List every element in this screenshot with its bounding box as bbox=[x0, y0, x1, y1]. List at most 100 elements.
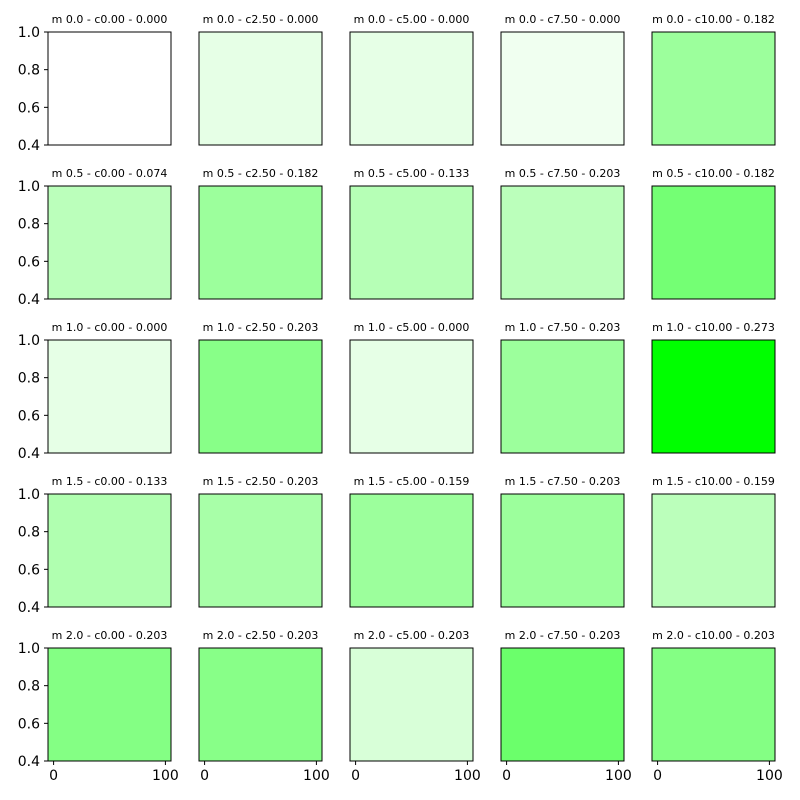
panel-cell bbox=[349, 339, 474, 454]
panel-title: m 1.0 - c7.50 - 0.203 bbox=[505, 321, 621, 334]
panel-title: m 0.0 - c5.00 - 0.000 bbox=[354, 13, 470, 26]
panel-title: m 1.0 - c10.00 - 0.273 bbox=[652, 321, 775, 334]
panel-cell bbox=[198, 493, 323, 608]
panel: m 1.0 - c5.00 - 0.000 bbox=[349, 321, 474, 454]
panel: m 2.0 - c10.00 - 0.203 0 100 bbox=[651, 629, 783, 784]
y-tick-label: 0.4 bbox=[18, 754, 40, 770]
y-tick-label: 0.4 bbox=[18, 292, 40, 308]
panel-title: m 0.5 - c5.00 - 0.133 bbox=[354, 167, 470, 180]
panel-cell bbox=[47, 647, 172, 762]
panel-title: m 1.0 - c2.50 - 0.203 bbox=[203, 321, 319, 334]
y-tick-label: 0.4 bbox=[18, 138, 40, 154]
panel: m 2.0 - c0.00 - 0.203 1.0 0.8 0.6 0.4 0 100 bbox=[18, 629, 179, 784]
y-tick-label: 0.8 bbox=[18, 63, 40, 79]
panel-title: m 1.5 - c5.00 - 0.159 bbox=[354, 475, 470, 488]
x-tick-label: 0 bbox=[200, 768, 209, 784]
panel: m 0.0 - c5.00 - 0.000 bbox=[349, 13, 474, 146]
panel-title: m 1.0 - c5.00 - 0.000 bbox=[354, 321, 470, 334]
panel: m 2.0 - c5.00 - 0.203 0 100 bbox=[349, 629, 481, 784]
panel: m 0.5 - c5.00 - 0.133 bbox=[349, 167, 474, 300]
panel-title: m 0.0 - c0.00 - 0.000 bbox=[52, 13, 168, 26]
panel: m 0.5 - c7.50 - 0.203 bbox=[500, 167, 625, 300]
x-tick-label: 0 bbox=[653, 768, 662, 784]
panel: m 1.0 - c7.50 - 0.203 bbox=[500, 321, 625, 454]
panel: m 1.5 - c0.00 - 0.133 1.0 0.8 0.6 0.4 bbox=[18, 475, 172, 616]
panel-cell bbox=[349, 647, 474, 762]
y-tick-label: 1.0 bbox=[18, 641, 40, 657]
panel-cell bbox=[651, 31, 776, 146]
y-tick-label: 0.6 bbox=[18, 100, 40, 116]
panel-cell bbox=[198, 339, 323, 454]
y-tick-label: 0.4 bbox=[18, 446, 40, 462]
panel: m 0.0 - c7.50 - 0.000 bbox=[500, 13, 625, 146]
panel-cell bbox=[651, 185, 776, 300]
panel: m 1.5 - c10.00 - 0.159 bbox=[651, 475, 776, 608]
panel-title: m 1.5 - c7.50 - 0.203 bbox=[505, 475, 621, 488]
y-tick-label: 1.0 bbox=[18, 333, 40, 349]
panel: m 1.0 - c0.00 - 0.000 1.0 0.8 0.6 0.4 bbox=[18, 321, 172, 462]
panel: m 0.5 - c10.00 - 0.182 bbox=[651, 167, 776, 300]
panel-title: m 2.0 - c0.00 - 0.203 bbox=[52, 629, 168, 642]
panel-cell bbox=[500, 647, 625, 762]
panel-cell bbox=[198, 185, 323, 300]
panel-cell bbox=[349, 185, 474, 300]
panel: m 1.5 - c2.50 - 0.203 bbox=[198, 475, 323, 608]
y-tick-label: 0.8 bbox=[18, 217, 40, 233]
panel-cell bbox=[47, 185, 172, 300]
panel-title: m 0.0 - c2.50 - 0.000 bbox=[203, 13, 319, 26]
panel-title: m 1.5 - c2.50 - 0.203 bbox=[203, 475, 319, 488]
panel-cell bbox=[47, 493, 172, 608]
panel-cell bbox=[349, 493, 474, 608]
x-tick-label: 0 bbox=[502, 768, 511, 784]
y-tick-label: 0.8 bbox=[18, 371, 40, 387]
x-tick-label: 100 bbox=[303, 768, 330, 784]
panel-cell bbox=[651, 493, 776, 608]
panel-title: m 0.5 - c2.50 - 0.182 bbox=[203, 167, 319, 180]
x-tick-label: 100 bbox=[454, 768, 481, 784]
panel-title: m 2.0 - c5.00 - 0.203 bbox=[354, 629, 470, 642]
panel: m 0.0 - c2.50 - 0.000 bbox=[198, 13, 323, 146]
panel: m 0.5 - c2.50 - 0.182 bbox=[198, 167, 323, 300]
y-tick-label: 1.0 bbox=[18, 487, 40, 503]
panel-cell bbox=[47, 31, 172, 146]
x-tick-label: 0 bbox=[351, 768, 360, 784]
y-tick-label: 0.6 bbox=[18, 562, 40, 578]
panel-cell bbox=[500, 31, 625, 146]
panel-title: m 0.5 - c7.50 - 0.203 bbox=[505, 167, 621, 180]
panel-title: m 2.0 - c7.50 - 0.203 bbox=[505, 629, 621, 642]
y-tick-label: 0.6 bbox=[18, 716, 40, 732]
panel-cell bbox=[651, 339, 776, 454]
panel: m 0.0 - c10.00 - 0.182 bbox=[651, 13, 776, 146]
y-tick-label: 0.8 bbox=[18, 679, 40, 695]
panel-cell bbox=[500, 185, 625, 300]
panel: m 2.0 - c7.50 - 0.203 0 100 bbox=[500, 629, 632, 784]
y-tick-label: 0.4 bbox=[18, 600, 40, 616]
panel-cell bbox=[651, 647, 776, 762]
panel-title: m 0.5 - c0.00 - 0.074 bbox=[52, 167, 168, 180]
panel-cell bbox=[500, 339, 625, 454]
panel-cell bbox=[47, 339, 172, 454]
panel-title: m 1.0 - c0.00 - 0.000 bbox=[52, 321, 168, 334]
panel: m 1.0 - c2.50 - 0.203 bbox=[198, 321, 323, 454]
x-tick-label: 100 bbox=[756, 768, 783, 784]
panel: m 1.5 - c7.50 - 0.203 bbox=[500, 475, 625, 608]
panel: m 1.0 - c10.00 - 0.273 bbox=[651, 321, 776, 454]
panel-cell bbox=[349, 31, 474, 146]
y-tick-label: 1.0 bbox=[18, 179, 40, 195]
x-tick-label: 100 bbox=[605, 768, 632, 784]
y-tick-label: 1.0 bbox=[18, 25, 40, 41]
y-tick-label: 0.6 bbox=[18, 408, 40, 424]
y-tick-label: 0.6 bbox=[18, 254, 40, 270]
panel-cell bbox=[500, 493, 625, 608]
panel-title: m 1.5 - c0.00 - 0.133 bbox=[52, 475, 168, 488]
panel-grid: m 0.0 - c0.00 - 0.000 1.0 0.8 0.6 0.4 m 0.0 -… bbox=[18, 13, 783, 784]
y-tick-label: 0.8 bbox=[18, 525, 40, 541]
panel: m 1.5 - c5.00 - 0.159 bbox=[349, 475, 474, 608]
panel-cell bbox=[198, 31, 323, 146]
x-tick-label: 100 bbox=[152, 768, 179, 784]
panel-title: m 2.0 - c2.50 - 0.203 bbox=[203, 629, 319, 642]
panel-title: m 2.0 - c10.00 - 0.203 bbox=[652, 629, 775, 642]
panel-title: m 1.5 - c10.00 - 0.159 bbox=[652, 475, 775, 488]
panel-cell bbox=[198, 647, 323, 762]
